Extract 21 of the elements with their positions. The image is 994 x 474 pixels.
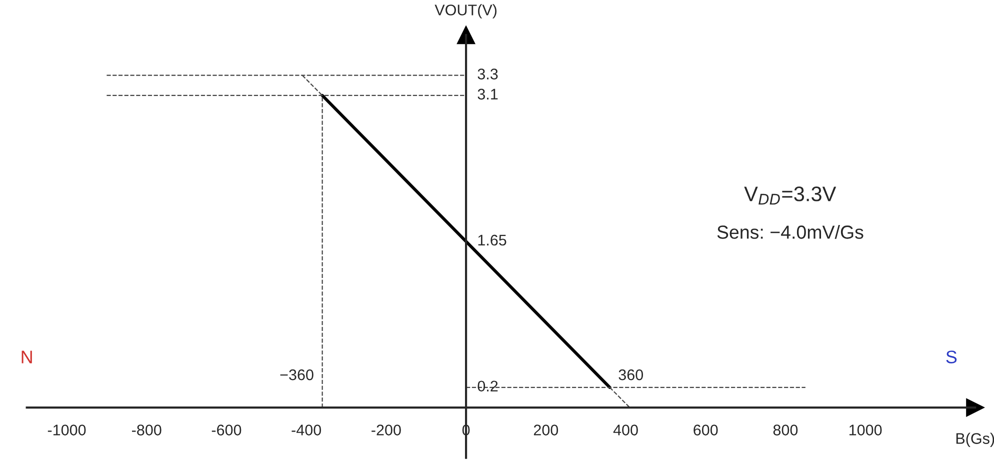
x-axis-title: B(Gs) <box>956 432 994 447</box>
y-tick-label: 3.3 <box>478 68 498 80</box>
x-tick-label: 400 <box>613 424 638 436</box>
annotation: V$_{DD}$=3.3V <box>744 186 836 205</box>
x-tick-label: 600 <box>694 424 718 436</box>
x-tick-label: -200 <box>372 424 401 436</box>
y-axis-title: VOUT(V) <box>434 4 496 18</box>
x-tick-label: -400 <box>292 424 322 436</box>
y-tick-label: 1.65 <box>478 234 506 246</box>
x-tick-label: -800 <box>132 424 162 436</box>
x-tick-label: 200 <box>534 424 558 436</box>
annotation: N <box>22 350 32 364</box>
x-tick-label: -600 <box>212 424 242 436</box>
annotation: −360 <box>280 369 314 380</box>
y-tick-label: 3.1 <box>478 88 498 100</box>
annotation: Sens: −4.0mV/Gs <box>717 225 864 239</box>
annotation: S <box>946 350 957 364</box>
x-tick-label: 1000 <box>849 424 882 436</box>
x-tick-label: 800 <box>773 424 798 436</box>
annotation: 360 <box>618 369 644 380</box>
x-tick-label: -1000 <box>48 424 86 436</box>
